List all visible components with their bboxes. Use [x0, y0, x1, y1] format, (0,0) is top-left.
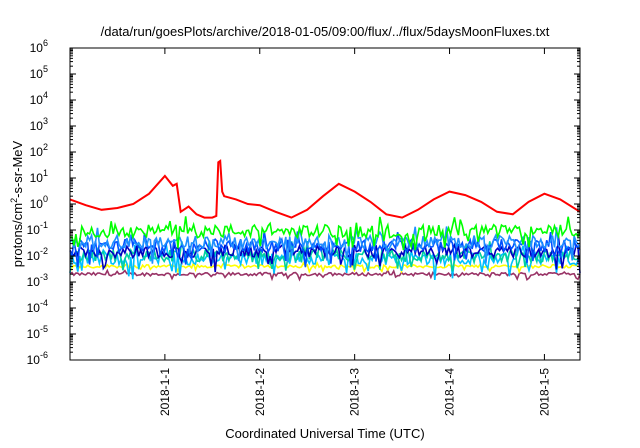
y-axis-ticks: 10-610-510-410-310-210-11001011021031041… — [27, 38, 580, 367]
y-tick-exponent: -2 — [40, 246, 48, 256]
y-tick-exponent: -3 — [40, 272, 48, 282]
series-line — [69, 226, 581, 264]
x-tick-label: 2018-1-3 — [348, 368, 362, 416]
y-tick-exponent: -1 — [40, 220, 48, 230]
y-tick-label: 101 — [30, 168, 48, 185]
y-tick-label: 10-6 — [27, 350, 48, 367]
y-tick-base: 10 — [30, 119, 44, 133]
series-line — [69, 230, 581, 268]
series-line — [69, 216, 581, 251]
y-tick-base: 10 — [30, 67, 44, 81]
series-line — [69, 260, 581, 275]
series-line-red — [69, 159, 581, 219]
y-tick-label: 104 — [30, 90, 48, 107]
y-tick-exponent: 4 — [43, 90, 48, 100]
y-tick-base: 10 — [30, 145, 44, 159]
y-tick-label: 102 — [30, 142, 48, 159]
y-tick-base: 10 — [27, 301, 41, 315]
x-axis-ticks: 2018-1-1 2018-1-2 2018-1-3 2018-1-4 2018-1-5 — [158, 48, 551, 416]
x-tick-label: 2018-1-4 — [443, 368, 457, 416]
y-tick-exponent: 0 — [43, 194, 48, 204]
y-tick-label: 106 — [30, 38, 48, 55]
y-tick-label: 103 — [30, 116, 48, 133]
x-tick-label: 2018-1-1 — [158, 368, 172, 416]
y-tick-base: 10 — [30, 197, 44, 211]
y-tick-exponent: -5 — [40, 324, 48, 334]
y-tick-base: 10 — [27, 327, 41, 341]
y-tick-label: 10-1 — [27, 220, 48, 237]
series-layer — [69, 159, 581, 282]
y-tick-label: 105 — [30, 64, 48, 81]
y-tick-exponent: -4 — [40, 298, 48, 308]
y-tick-label: 10-5 — [27, 324, 48, 341]
y-tick-base: 10 — [27, 249, 41, 263]
y-tick-exponent: 6 — [43, 38, 48, 48]
y-tick-exponent: 2 — [43, 142, 48, 152]
y-tick-base: 10 — [27, 223, 41, 237]
y-axis-label: protons/cm2-s-sr-MeV — [9, 140, 25, 267]
x-axis-label: Coordinated Universal Time (UTC) — [225, 426, 424, 441]
x-tick-label: 2018-1-5 — [537, 368, 551, 416]
plot-frame — [69, 47, 581, 361]
y-tick-label: 10-3 — [27, 272, 48, 289]
y-tick-label: 10-4 — [27, 298, 48, 315]
y-tick-label: 100 — [30, 194, 48, 211]
y-tick-base: 10 — [30, 171, 44, 185]
y-tick-exponent: 1 — [43, 168, 48, 178]
y-tick-exponent: -6 — [40, 350, 48, 360]
chart-title: /data/run/goesPlots/archive/2018-01-05/0… — [101, 24, 550, 39]
y-tick-base: 10 — [30, 93, 44, 107]
y-tick-label: 10-2 — [27, 246, 48, 263]
y-tick-base: 10 — [27, 353, 41, 367]
y-tick-base: 10 — [30, 41, 44, 55]
y-tick-exponent: 3 — [43, 116, 48, 126]
y-tick-base: 10 — [27, 275, 41, 289]
x-tick-label: 2018-1-2 — [253, 368, 267, 416]
y-tick-exponent: 5 — [43, 64, 48, 74]
series-line — [69, 268, 581, 282]
